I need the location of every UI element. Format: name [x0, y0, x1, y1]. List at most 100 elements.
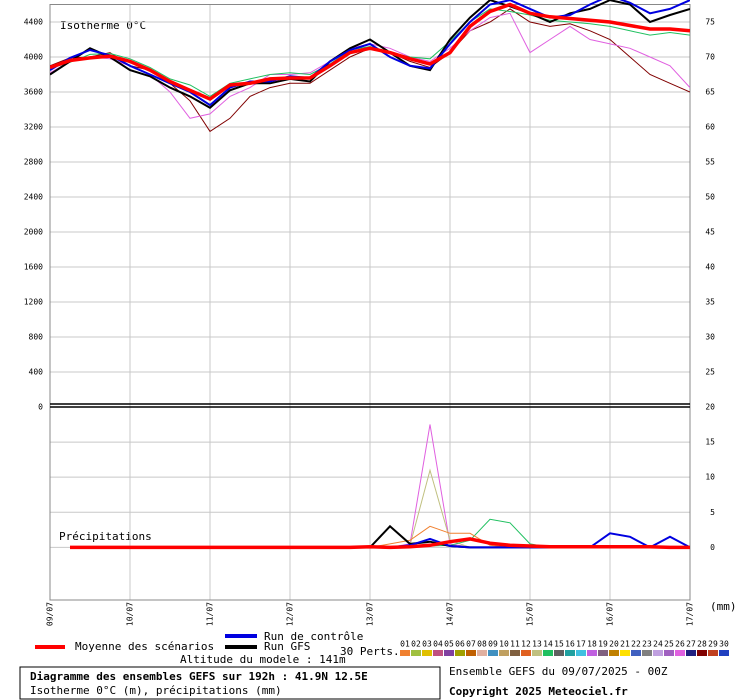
y-tick-label: 1200 [24, 298, 43, 307]
series-line [70, 537, 690, 550]
pert-swatch [554, 650, 564, 656]
y2-tick-label: 70 [705, 53, 715, 62]
footer-box [19, 666, 441, 700]
pert-code: 15 [554, 640, 564, 649]
x-tick-label: 09/07 [46, 602, 55, 626]
series-group [70, 424, 690, 550]
y-tick-label: 2000 [24, 228, 43, 237]
y2-tick-label: 0 [710, 543, 715, 552]
y2-tick-label: 40 [705, 263, 715, 272]
pert-code: 26 [675, 640, 685, 649]
y2-tick-label: 35 [705, 298, 715, 307]
series-line [50, 0, 690, 107]
perts-label: 30 Perts. [340, 645, 400, 658]
pert-swatch [576, 650, 586, 656]
pert-swatch [466, 650, 476, 656]
x-tick-label: 16/07 [606, 602, 615, 626]
series-group [50, 0, 690, 133]
run-info: Ensemble GEFS du 09/07/2025 - 00Z [449, 665, 668, 678]
series-line [70, 424, 690, 548]
pert-code: 06 [455, 640, 465, 649]
y-tick-label: 3200 [24, 123, 43, 132]
pert-code: 25 [664, 640, 674, 649]
x-tick-label: 10/07 [126, 602, 135, 626]
pert-swatch [587, 650, 597, 656]
pert-swatch [631, 650, 641, 656]
pert-code: 28 [697, 640, 707, 649]
y2-tick-label: 55 [705, 158, 715, 167]
y-tick-label: 400 [29, 368, 44, 377]
pert-swatch [543, 650, 553, 656]
y-tick-label: 2800 [24, 158, 43, 167]
legend-label: Run de contrôle [264, 630, 363, 643]
pert-code: 11 [510, 640, 520, 649]
series-line [50, 0, 690, 110]
y2-tick-label: 75 [705, 18, 715, 27]
pert-swatch [598, 650, 608, 656]
series-line [50, 8, 690, 97]
bottom-panel-title: Précipitations [59, 530, 152, 543]
pert-code: 17 [576, 640, 586, 649]
pert-swatch [477, 650, 487, 656]
x-tick-label: 13/07 [366, 602, 375, 626]
legend-label: Moyenne des scénarios [75, 640, 214, 653]
pert-code: 14 [543, 640, 553, 649]
y2-tick-label: 45 [705, 228, 715, 237]
y2-axis-unit: (mm) [710, 600, 737, 613]
pert-swatch [422, 650, 432, 656]
pert-swatch [686, 650, 696, 656]
y2-tick-label: 15 [705, 438, 715, 447]
pert-swatch [400, 650, 410, 656]
pert-swatch [697, 650, 707, 656]
pert-swatch [488, 650, 498, 656]
x-tick-label: 17/07 [686, 602, 695, 626]
pert-swatch [565, 650, 575, 656]
y-tick-label: 4000 [24, 53, 43, 62]
pert-code: 10 [499, 640, 509, 649]
pert-code: 29 [708, 640, 718, 649]
series-line [70, 524, 690, 549]
pert-code: 08 [477, 640, 487, 649]
x-tick-label: 12/07 [286, 602, 295, 626]
y2-tick-label: 5 [710, 508, 715, 517]
pert-swatch [433, 650, 443, 656]
y-tick-label: 4400 [24, 18, 43, 27]
series-line [50, 2, 690, 101]
pert-code: 13 [532, 640, 542, 649]
pert-code: 07 [466, 640, 476, 649]
pert-code: 04 [433, 640, 443, 649]
x-tick-label: 11/07 [206, 602, 215, 626]
pert-swatch [664, 650, 674, 656]
y2-tick-label: 50 [705, 193, 715, 202]
pert-swatch [521, 650, 531, 656]
x-tick-label: 14/07 [446, 602, 455, 626]
footer-title: Diagramme des ensembles GEFS sur 192h : … [30, 670, 368, 683]
pert-swatch [532, 650, 542, 656]
pert-swatch [653, 650, 663, 656]
pert-swatch [719, 650, 729, 656]
pert-code: 16 [565, 640, 575, 649]
copyright: Copyright 2025 Meteociel.fr [449, 685, 628, 698]
pert-swatch [675, 650, 685, 656]
pert-swatch [510, 650, 520, 656]
pert-swatch [455, 650, 465, 656]
y-tick-label: 1600 [24, 263, 43, 272]
pert-swatch [499, 650, 509, 656]
footer-subtitle: Isotherme 0°C (m), précipitations (mm) [30, 684, 282, 697]
y-tick-label: 3600 [24, 88, 43, 97]
x-tick-label: 15/07 [526, 602, 535, 626]
y2-tick-label: 30 [705, 333, 715, 342]
y2-tick-label: 20 [705, 403, 715, 412]
legend-label: Run GFS [264, 640, 310, 653]
pert-code: 23 [642, 640, 652, 649]
pert-code: 21 [620, 640, 630, 649]
pert-swatch [609, 650, 619, 656]
top-panel-title: Isotherme 0°C [60, 19, 146, 32]
pert-swatch [411, 650, 421, 656]
pert-swatch [708, 650, 718, 656]
y-tick-label: 800 [29, 333, 44, 342]
pert-code: 03 [422, 640, 432, 649]
pert-code: 01 [400, 640, 410, 649]
